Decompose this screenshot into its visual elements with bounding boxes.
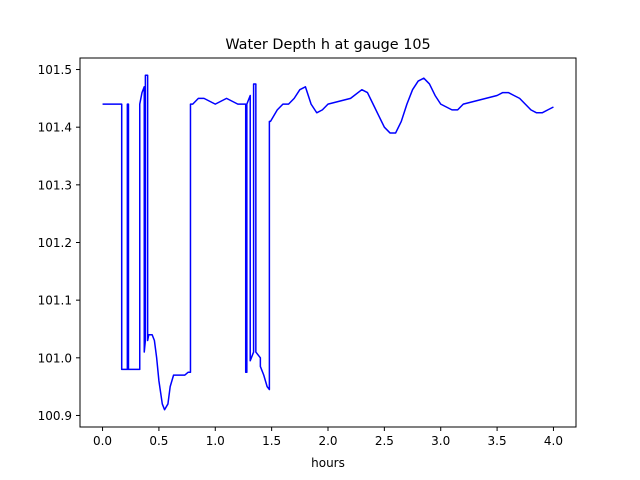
y-tick-label: 101.4 — [38, 121, 72, 135]
x-tick-label: 4.0 — [544, 434, 563, 448]
y-tick-label: 101.5 — [38, 63, 72, 77]
x-axis-label: hours — [311, 456, 345, 470]
y-tick-label: 100.9 — [38, 409, 72, 423]
x-tick-label: 0.5 — [149, 434, 168, 448]
plot-area — [79, 57, 577, 428]
x-tick-label: 0.0 — [93, 434, 112, 448]
x-tick-label: 3.0 — [431, 434, 450, 448]
y-tick-label: 101.3 — [38, 178, 72, 192]
series-line-0 — [102, 74, 554, 411]
y-axis: 100.9 101.0 101.1 101.2 101.3 101.4 101.5 — [38, 63, 80, 423]
x-tick-label: 1.5 — [262, 434, 281, 448]
y-tick-label: 101.2 — [38, 236, 72, 250]
plot-background — [80, 58, 576, 427]
x-tick-label: 2.0 — [318, 434, 337, 448]
x-tick-label: 3.5 — [488, 434, 507, 448]
x-tick-label: 1.0 — [206, 434, 225, 448]
series-layer — [102, 74, 554, 411]
x-axis: 0.0 0.5 1.0 1.5 2.0 2.5 3.0 3.5 4.0 — [93, 427, 563, 448]
chart-title: Water Depth h at gauge 105 — [225, 37, 430, 53]
x-tick-label: 2.5 — [375, 434, 394, 448]
y-tick-label: 101.0 — [38, 351, 72, 365]
y-tick-label: 101.1 — [38, 294, 72, 308]
